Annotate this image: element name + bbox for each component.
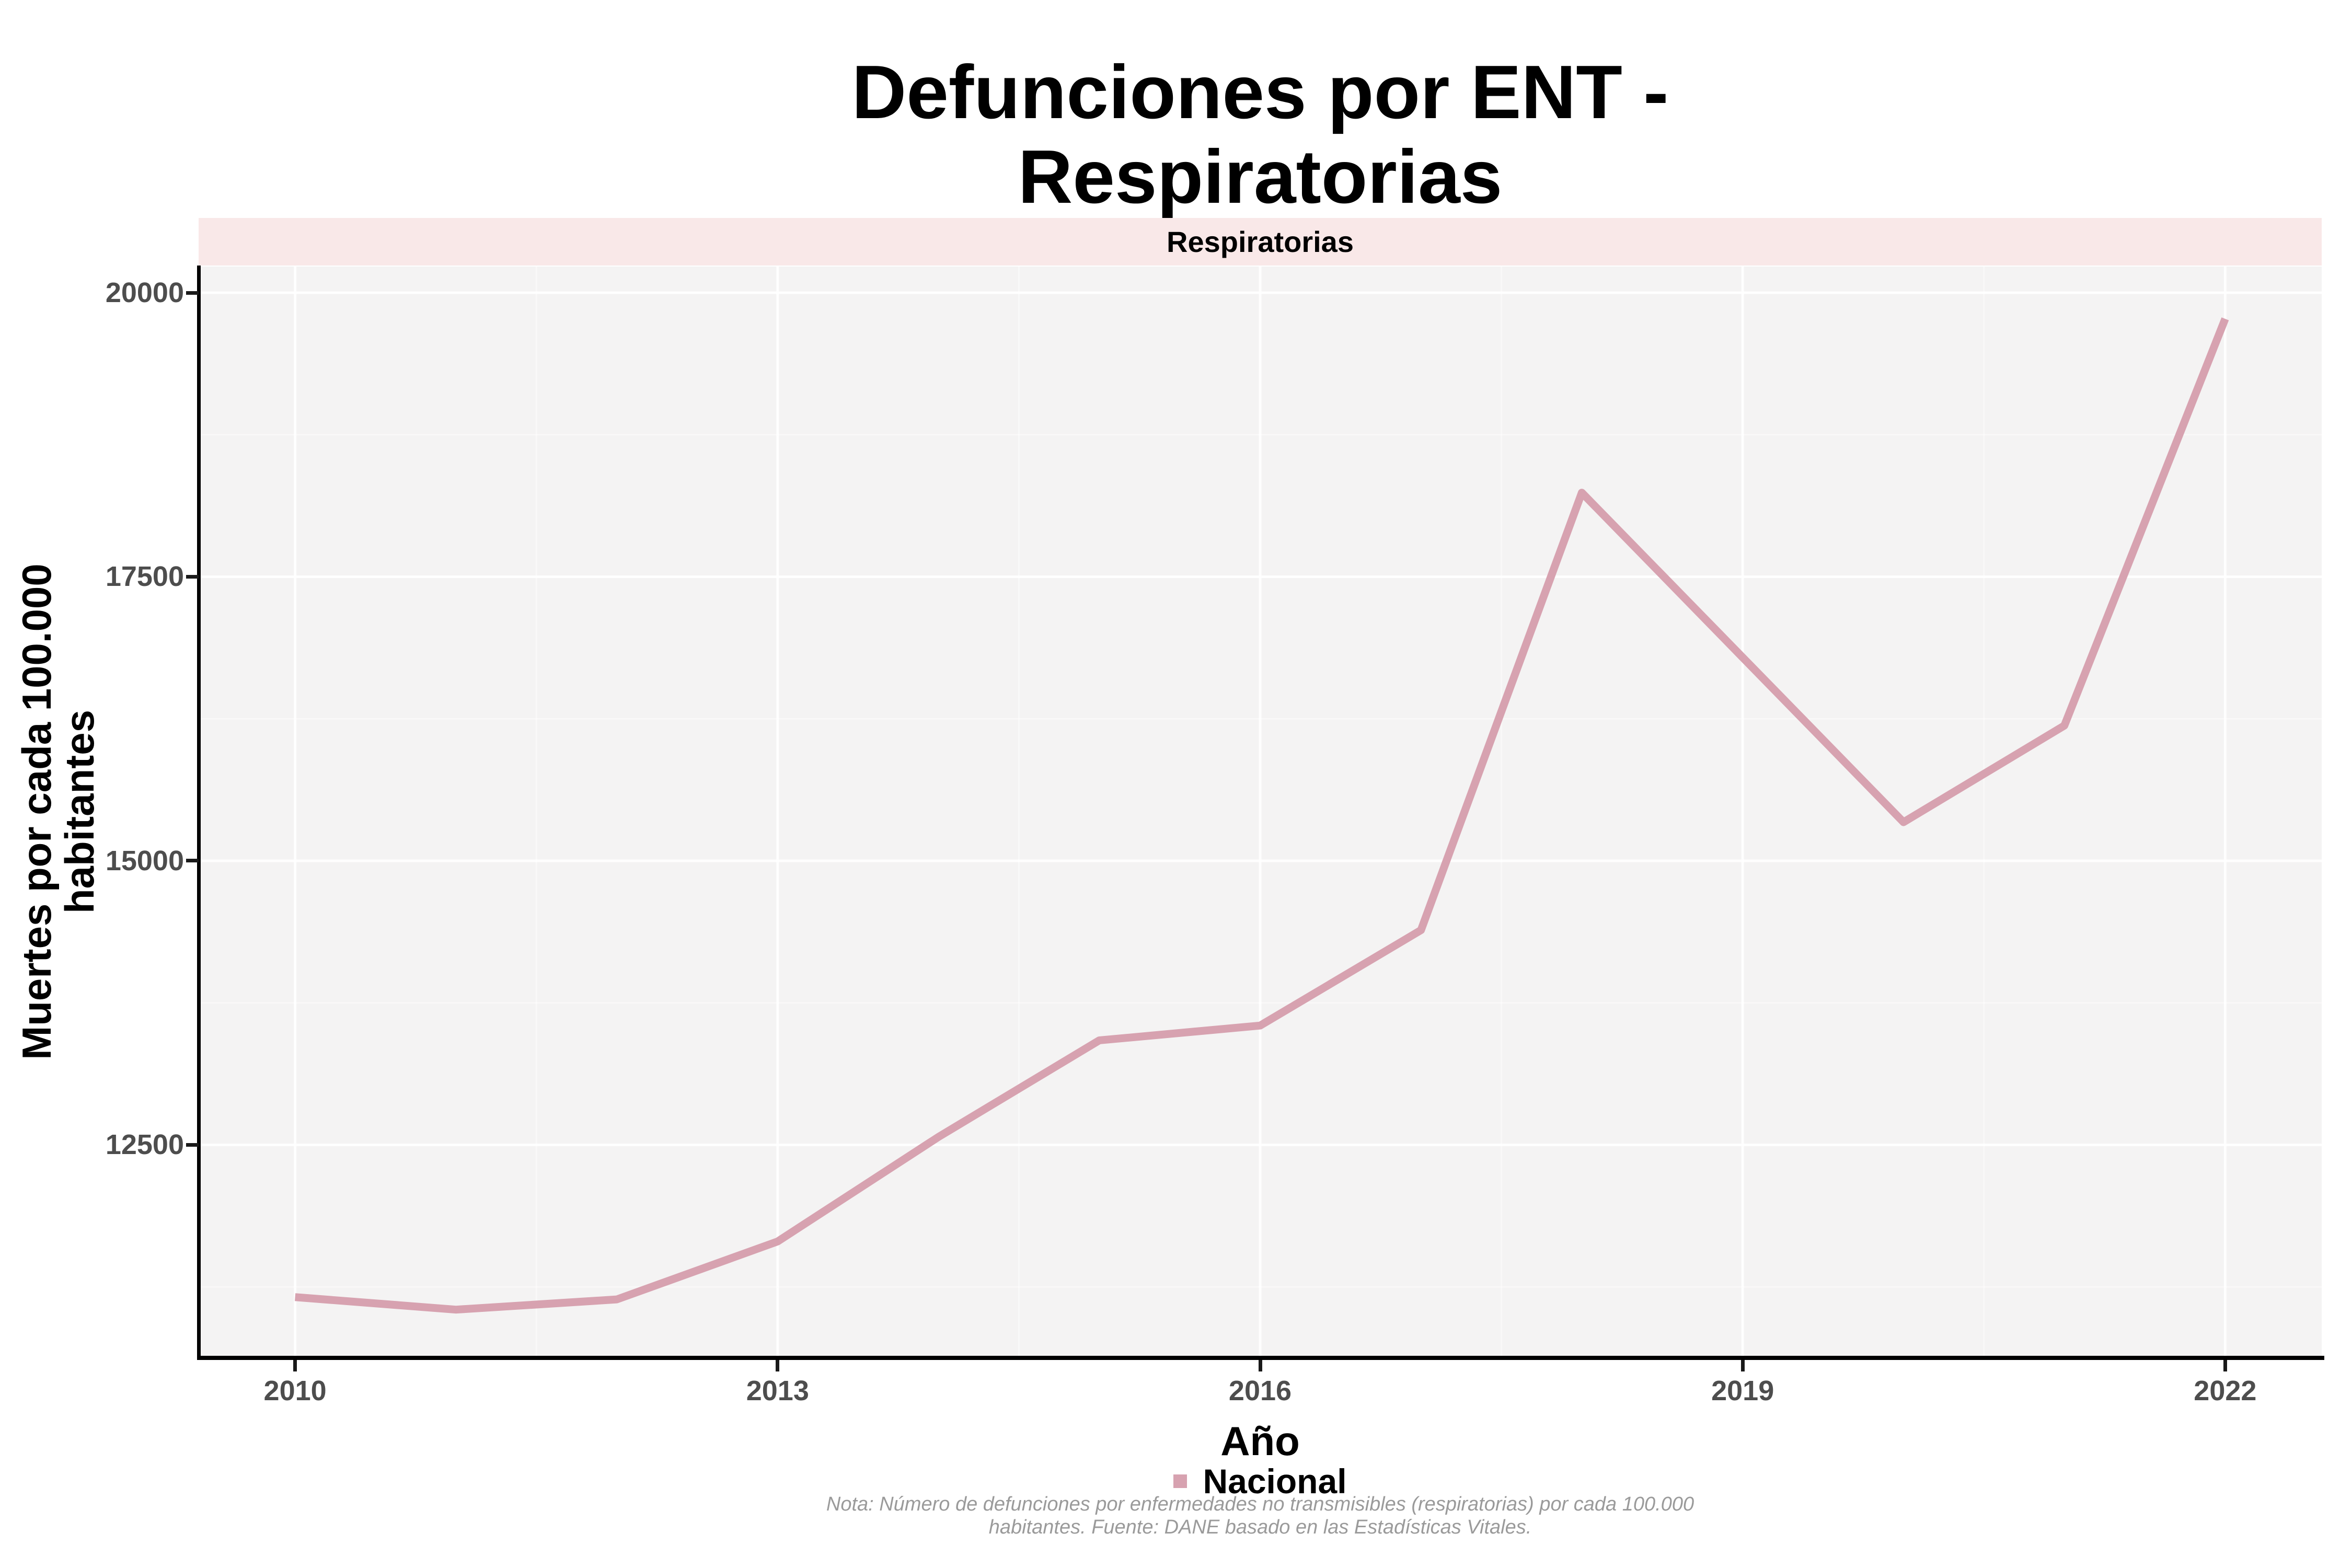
footnote-line-2: habitantes. Fuente: DANE basado en las E…	[988, 1516, 1532, 1538]
x-tick-mark	[1740, 1360, 1745, 1371]
x-tick-label: 2013	[746, 1375, 809, 1406]
legend: Nacional	[199, 1462, 2322, 1501]
y-tick-label: 15000	[105, 845, 184, 877]
y-axis-title: Muertes por cada 100.000 habitantes	[14, 563, 102, 1060]
x-tick-label: 2010	[263, 1375, 327, 1406]
series-line-nacional	[295, 317, 2229, 1314]
y-tick-label: 12500	[105, 1129, 184, 1161]
y-axis-line	[197, 266, 201, 1359]
x-tick-label: 2022	[2194, 1375, 2257, 1406]
legend-label: Nacional	[1203, 1462, 1347, 1501]
footnote-line-1: Nota: Número de defunciones por enfermed…	[826, 1493, 1694, 1515]
line-chart-svg	[199, 267, 2322, 1357]
x-axis-line	[197, 1356, 2324, 1360]
y-tick-label: 20000	[105, 277, 184, 308]
x-tick-mark	[2223, 1360, 2227, 1371]
y-tick-label: 17500	[105, 561, 184, 593]
x-tick-label: 2016	[1228, 1375, 1292, 1406]
plot-panel	[199, 267, 2322, 1357]
page-title: Defunciones por ENT - Respiratorias	[851, 50, 1669, 220]
x-tick-label: 2019	[1711, 1375, 1774, 1406]
y-tick-mark	[186, 1143, 199, 1147]
y-tick-mark	[186, 574, 199, 579]
x-tick-mark	[1258, 1360, 1262, 1371]
y-tick-mark	[186, 291, 199, 295]
facet-strip-label: Respiratorias	[1167, 225, 1354, 258]
x-tick-mark	[776, 1360, 780, 1371]
x-tick-mark	[293, 1360, 297, 1371]
x-axis-title: Año	[1220, 1418, 1300, 1464]
facet-strip: Respiratorias	[199, 218, 2322, 266]
legend-key-swatch	[1173, 1474, 1187, 1488]
y-tick-mark	[186, 859, 199, 863]
footnote: Nota: Número de defunciones por enfermed…	[199, 1493, 2322, 1539]
